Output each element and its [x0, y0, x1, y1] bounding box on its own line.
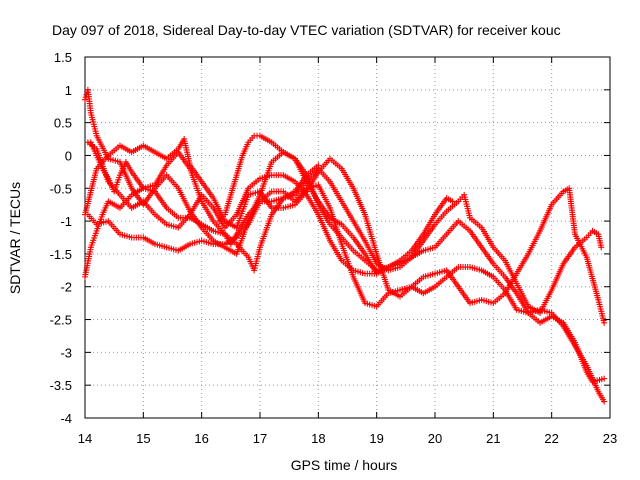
y-tick-label: 0 — [65, 148, 72, 163]
x-tick-label: 23 — [603, 431, 617, 446]
y-tick-label: 1.5 — [54, 50, 72, 65]
data-point — [601, 375, 608, 382]
chart-title: Day 097 of 2018, Sidereal Day-to-day VTE… — [52, 22, 561, 38]
x-tick-label: 14 — [78, 431, 92, 446]
series-track-1 — [84, 139, 456, 277]
series-track-2 — [84, 181, 608, 405]
x-tick-labels: 14 15 16 17 18 19 20 21 22 23 — [78, 431, 617, 446]
y-tick-labels: 1.5 1 0.5 0 -0.5 -1 -1.5 -2 -2.5 -3 -3.5 -4 — [50, 50, 72, 426]
axis-ticks — [84, 56, 611, 419]
y-tick-label: -1 — [60, 214, 72, 229]
plot-frame — [84, 56, 611, 419]
data-point — [373, 270, 380, 277]
gridlines — [85, 57, 610, 418]
series-track-6 — [87, 139, 322, 274]
y-tick-label: -0.5 — [50, 181, 72, 196]
y-tick-label: -2 — [60, 280, 72, 295]
x-tick-label: 19 — [369, 431, 383, 446]
x-tick-label: 17 — [253, 431, 267, 446]
y-tick-label: -3 — [60, 345, 72, 360]
x-tick-label: 16 — [194, 431, 208, 446]
data-points — [82, 86, 608, 405]
y-tick-label: 0.5 — [54, 116, 72, 131]
x-tick-label: 21 — [486, 431, 500, 446]
x-tick-label: 18 — [311, 431, 325, 446]
y-tick-label: -3.5 — [50, 378, 72, 393]
x-tick-label: 15 — [136, 431, 150, 446]
y-tick-label: -1.5 — [50, 247, 72, 262]
data-point — [601, 319, 608, 326]
y-tick-label: 1 — [65, 83, 72, 98]
x-tick-label: 20 — [428, 431, 442, 446]
x-tick-label: 22 — [544, 431, 558, 446]
y-tick-label: -4 — [60, 411, 72, 426]
series-track-5 — [82, 86, 608, 385]
data-point — [601, 398, 608, 405]
series-track-7 — [216, 132, 380, 277]
data-point — [598, 244, 605, 251]
data-point — [315, 162, 322, 169]
x-axis-label: GPS time / hours — [291, 457, 398, 473]
y-axis-label: SDTVAR / TECUs — [7, 182, 23, 294]
y-tick-label: -2.5 — [50, 313, 72, 328]
